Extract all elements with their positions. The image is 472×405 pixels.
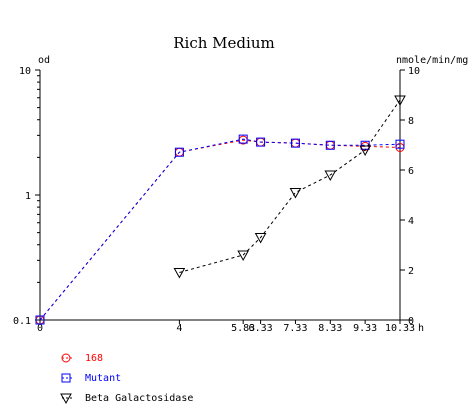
data-point-mutant [395, 139, 405, 149]
x-tick-label: 0 [37, 323, 43, 334]
left-axis-label: od [38, 55, 50, 66]
x-tick-label: 7.33 [283, 323, 307, 334]
data-point-mutant [35, 315, 45, 325]
legend-marker-mutant [61, 373, 71, 383]
right-y-tick-label: 10 [408, 66, 420, 77]
series-line-mutant [39, 138, 401, 321]
x-tick-label: 4 [176, 323, 182, 334]
left-y-tick-label: 10 [19, 66, 31, 77]
legend-marker-168 [61, 353, 71, 363]
legend-label-168: 168 [85, 353, 103, 364]
data-point-mutant [256, 137, 266, 147]
right-y-tick-label: 2 [408, 266, 414, 277]
series-line-beta-galactosidase [179, 99, 401, 273]
x-tick-label: 6.33 [249, 323, 273, 334]
data-point-beta-galactosidase [289, 188, 302, 199]
x-tick-label: 9.33 [353, 323, 377, 334]
right-y-tick-label: 8 [408, 116, 414, 127]
data-point-beta-galactosidase [237, 250, 250, 262]
left-y-tick-label: 0.1 [13, 316, 31, 327]
legend-label-mutant: Mutant [85, 373, 121, 384]
data-point-beta-galactosidase [324, 170, 337, 182]
legend-label-beta-galactosidase: Beta Galactosidase [85, 393, 193, 404]
x-tick-label: 5.83 [231, 323, 255, 334]
data-point-mutant [238, 134, 248, 144]
data-point-beta-galactosidase [254, 233, 267, 244]
series-line-168 [39, 139, 401, 321]
x-tick-label: 10.33 [385, 323, 415, 334]
right-y-tick-label: 6 [408, 166, 414, 177]
right-axis-label: nmole/min/mg [396, 55, 468, 66]
data-point-beta-galactosidase [173, 268, 186, 279]
x-tick-label: 8.33 [318, 323, 342, 334]
right-y-tick-label: 4 [408, 216, 414, 227]
left-y-tick-label: 1 [25, 191, 31, 202]
chart-title: Rich Medium [173, 34, 274, 52]
right-y-tick-label: 0 [408, 316, 414, 327]
data-point-mutant [174, 147, 184, 157]
data-point-mutant [325, 140, 335, 150]
data-point-beta-galactosidase [394, 95, 406, 107]
data-point-mutant [290, 138, 300, 148]
data-point-beta-galactosidase [359, 145, 371, 157]
legend-marker-beta-galactosidase [60, 393, 72, 405]
x-axis-unit-label: h [418, 323, 424, 334]
